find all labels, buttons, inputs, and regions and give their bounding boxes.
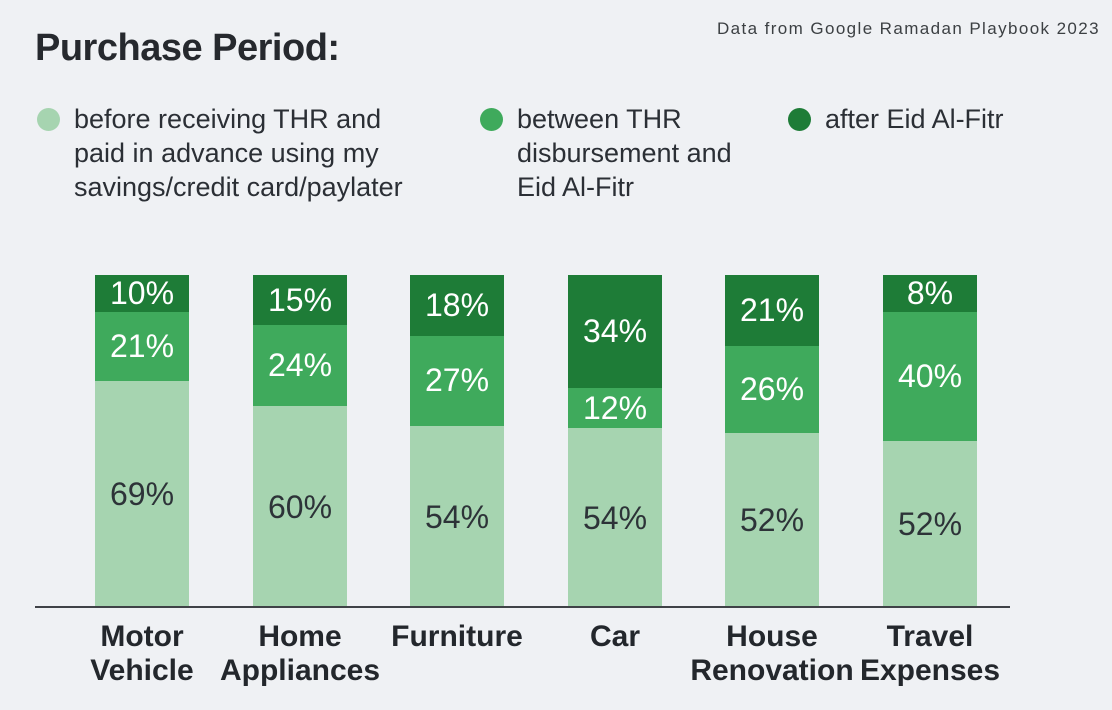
- bar-column: 18% 27% 54%: [410, 275, 504, 608]
- bar-segment: 27%: [410, 335, 504, 427]
- bar-segment: 12%: [568, 388, 662, 429]
- bar-segment-value: 21%: [109, 328, 175, 365]
- bar-segment: 10%: [95, 275, 189, 312]
- legend-label-line: after Eid Al-Fitr: [825, 104, 1004, 134]
- bar-segment-value: 10%: [109, 275, 175, 311]
- bar-segment: 8%: [883, 275, 977, 312]
- legend-label-line: Eid Al-Fitr: [517, 172, 635, 202]
- legend-item-before-thr: before receiving THR and paid in advance…: [37, 102, 403, 204]
- bar-segment: 69%: [95, 381, 189, 608]
- legend-item-after-eid: after Eid Al-Fitr: [788, 102, 1004, 136]
- bar-segment-value: 54%: [424, 498, 490, 535]
- bar-segment: 52%: [883, 440, 977, 608]
- bar-column: 15% 24% 60%: [253, 275, 347, 608]
- legend-dot-light-green: [37, 108, 60, 131]
- bar-segment: 52%: [725, 433, 819, 608]
- bar-segment: 24%: [253, 325, 347, 407]
- bar-segment-value: 27%: [424, 362, 490, 399]
- bar-segment-value: 26%: [739, 370, 805, 407]
- category-label: Furniture: [391, 620, 523, 653]
- legend-label-line: disbursement and: [517, 138, 732, 168]
- legend-label-line: paid in advance using my: [74, 138, 379, 168]
- bar-segment-value: 54%: [582, 499, 648, 536]
- bar-segment: 21%: [725, 275, 819, 346]
- bar-segment: 60%: [253, 406, 347, 608]
- bar-column: 21% 26% 52%: [725, 275, 819, 608]
- bar-segment-value: 40%: [897, 357, 963, 394]
- legend-dot-dark-green: [788, 108, 811, 131]
- bar-segment-value: 24%: [267, 347, 333, 384]
- bar-segment: 15%: [253, 275, 347, 326]
- legend-label: after Eid Al-Fitr: [825, 102, 1004, 136]
- bar-column: 10% 21% 69%: [95, 275, 189, 608]
- legend-label-line: before receiving THR and: [74, 104, 382, 134]
- category-label: Motor Vehicle: [90, 620, 194, 687]
- category-label: House Renovation: [690, 620, 854, 687]
- bar-segment-value: 52%: [739, 502, 805, 539]
- legend-label: before receiving THR and paid in advance…: [74, 102, 403, 204]
- bar-segment-value: 12%: [582, 389, 648, 426]
- bar-segment-value: 34%: [582, 313, 648, 350]
- bar-column: 34% 12% 54%: [568, 275, 662, 608]
- bar-segment: 26%: [725, 345, 819, 434]
- stacked-bar-chart: 10% 21% 69% 15% 24% 60% 18% 27% 54% 34% 12% 54% 21% 2…: [0, 275, 1112, 608]
- bar-segment: 40%: [883, 312, 977, 441]
- category-label: Car: [589, 620, 641, 653]
- legend-label-line: savings/credit card/paylater: [74, 172, 403, 202]
- category-label: Travel Expenses: [859, 620, 1001, 687]
- bar-segment: 18%: [410, 275, 504, 336]
- page-title: Purchase Period:: [35, 27, 340, 69]
- legend-label: between THR disbursement and Eid Al-Fitr: [517, 102, 732, 204]
- bar-segment-value: 18%: [424, 286, 490, 323]
- bar-segment: 21%: [95, 312, 189, 382]
- category-label: Home Appliances: [219, 620, 381, 687]
- legend-label-line: between THR: [517, 104, 682, 134]
- data-source-caption: Data from Google Ramadan Playbook 2023: [716, 19, 1100, 38]
- bar-segment-value: 15%: [267, 281, 333, 318]
- bar-segment-value: 8%: [906, 275, 954, 311]
- bar-segment-value: 69%: [109, 476, 175, 513]
- x-axis-line: [35, 606, 1010, 608]
- bar-column: 8% 40% 52%: [883, 275, 977, 608]
- bar-segment: 54%: [410, 426, 504, 608]
- bar-segment-value: 60%: [267, 488, 333, 525]
- bar-segment-value: 21%: [739, 291, 805, 328]
- bar-segment: 34%: [568, 275, 662, 389]
- legend-dot-medium-green: [480, 108, 503, 131]
- legend-item-between-thr-eid: between THR disbursement and Eid Al-Fitr: [480, 102, 732, 204]
- bar-segment-value: 52%: [897, 505, 963, 542]
- bar-segment: 54%: [568, 428, 662, 608]
